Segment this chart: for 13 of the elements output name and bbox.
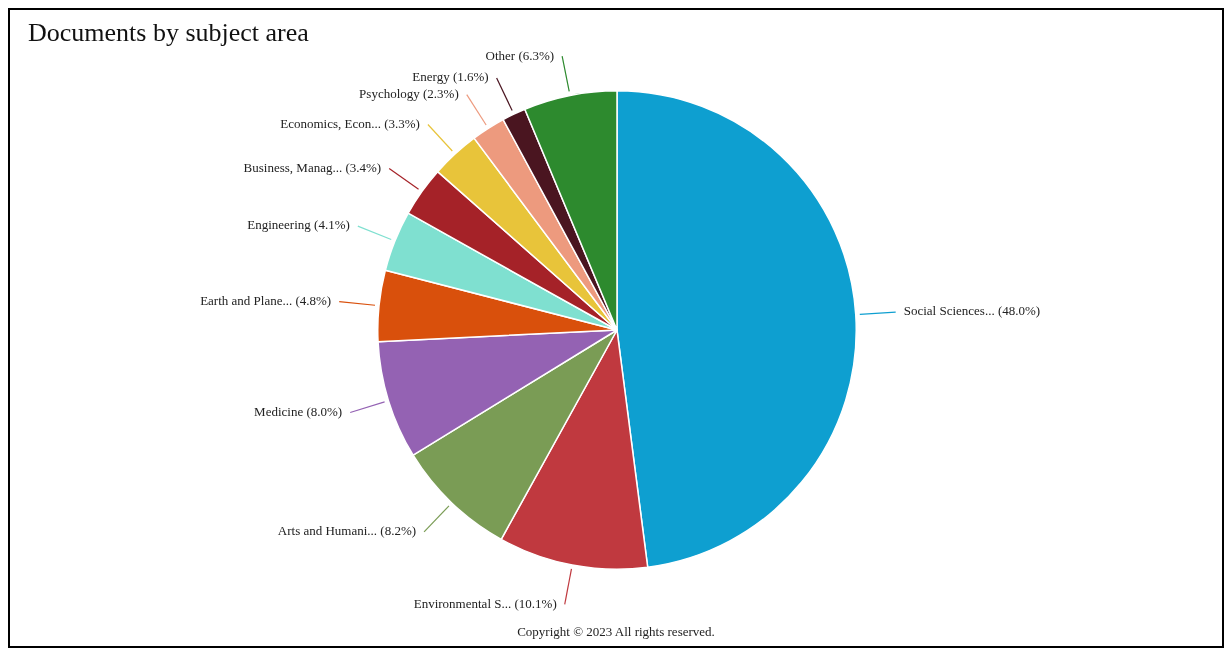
slice-label: Engineering (4.1%): [247, 217, 350, 233]
slice-label: Business, Manag... (3.4%): [243, 159, 382, 175]
slice-label: Economics, Econ... (3.3%): [280, 115, 420, 131]
slice-label: Social Sciences... (48.0%): [903, 303, 1041, 319]
slice-label: Earth and Plane... (4.8%): [200, 292, 332, 308]
slice-label: Arts and Humani... (8.2%): [277, 523, 417, 539]
slice-label: Medicine (8.0%): [254, 403, 343, 419]
slice-label: Energy (1.6%): [412, 69, 489, 85]
chart-title: Documents by subject area: [28, 18, 309, 48]
text: Copyright © 2023 All rights reserved.: [516, 624, 716, 640]
slice-label: Other (6.3%): [485, 47, 555, 63]
slice-label: Environmental S... (10.1%): [413, 595, 557, 611]
slice-label: Psychology (2.3%): [359, 86, 459, 102]
